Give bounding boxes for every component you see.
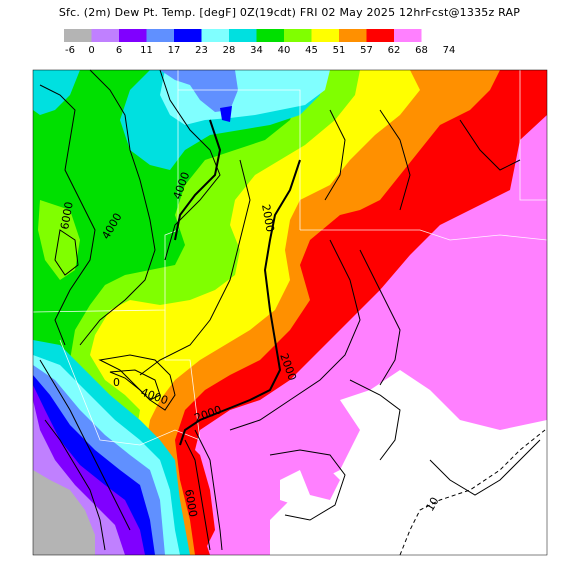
legend-swatch bbox=[339, 29, 367, 42]
contour-label: 0 bbox=[113, 376, 120, 389]
terrain-contours bbox=[39, 69, 546, 556]
contour-line bbox=[229, 239, 361, 431]
legend-swatch bbox=[174, 29, 202, 42]
contour-line bbox=[98, 354, 176, 411]
legend-tick-label: 17 bbox=[168, 45, 181, 56]
contour-line bbox=[174, 119, 222, 241]
contour-label: 2000 bbox=[259, 203, 277, 233]
contour-line bbox=[184, 439, 211, 551]
legend-tick-label: 45 bbox=[305, 45, 318, 56]
fill-south-red bbox=[185, 440, 215, 550]
fill-nw-cyan bbox=[33, 70, 80, 115]
legend-tick-label: 57 bbox=[360, 45, 373, 56]
contour-line bbox=[44, 419, 106, 551]
legend-tick-label: 62 bbox=[388, 45, 401, 56]
legend-swatch bbox=[421, 29, 449, 42]
border-line bbox=[178, 89, 301, 230]
map-fill bbox=[33, 70, 547, 555]
legend-tick-label: 11 bbox=[140, 45, 153, 56]
contour-label: 6000 bbox=[182, 488, 200, 518]
legend-swatch bbox=[311, 29, 339, 42]
legend-swatch bbox=[119, 29, 147, 42]
border-line bbox=[300, 229, 548, 241]
legend-tick-label: -6 bbox=[65, 45, 75, 56]
legend-tick-label: 6 bbox=[116, 45, 122, 56]
chart-title: Sfc. (2m) Dew Pt. Temp. [degF] 0Z(19cdt)… bbox=[58, 6, 521, 19]
contour-line bbox=[349, 379, 401, 461]
contour-label: 10 bbox=[423, 495, 441, 514]
state-borders bbox=[32, 70, 548, 446]
legend-swatch bbox=[64, 29, 92, 42]
fill-11-17 bbox=[220, 106, 232, 122]
contour-line bbox=[194, 429, 223, 551]
fill-west-grey bbox=[33, 470, 95, 555]
legend-swatch bbox=[256, 29, 284, 42]
legend-swatch bbox=[146, 29, 174, 42]
legend-swatch bbox=[284, 29, 312, 42]
fill-nw-green bbox=[38, 200, 80, 280]
contour-line bbox=[139, 159, 251, 376]
fill-white-blob bbox=[280, 470, 310, 505]
legend-swatch bbox=[366, 29, 394, 42]
contour-line bbox=[324, 109, 346, 201]
contour-line bbox=[399, 429, 546, 556]
legend-tick-label: 0 bbox=[88, 45, 94, 56]
legend-swatch bbox=[229, 29, 257, 42]
legend-swatch bbox=[201, 29, 229, 42]
legend-tick-label: 51 bbox=[333, 45, 346, 56]
border-line bbox=[32, 70, 179, 313]
contour-line bbox=[269, 449, 346, 521]
fill-pink-in-white bbox=[300, 465, 340, 500]
legend-tick-label: 68 bbox=[415, 45, 428, 56]
legend-tick-label: 28 bbox=[223, 45, 236, 56]
fill-17-23 bbox=[160, 70, 238, 112]
contour-line bbox=[109, 369, 161, 401]
contour-line bbox=[39, 359, 131, 531]
legend-tick-label: 74 bbox=[443, 45, 456, 56]
color-legend: -6 0 6 11 17 23 28 34 40 45 51 57 62 68 74 bbox=[64, 29, 456, 56]
legend-swatch bbox=[91, 29, 119, 42]
contour-line bbox=[429, 439, 541, 496]
border-line bbox=[164, 310, 201, 441]
contour-line bbox=[459, 119, 521, 171]
fill-68-plus bbox=[270, 370, 547, 555]
map-frame bbox=[32, 69, 548, 556]
legend-swatch bbox=[394, 29, 422, 42]
contour-line bbox=[379, 109, 411, 211]
legend-tick-label: 34 bbox=[250, 45, 263, 56]
legend-tick-label: 40 bbox=[278, 45, 291, 56]
contour-line bbox=[179, 159, 301, 446]
border-line bbox=[519, 70, 547, 201]
legend-tick-label: 23 bbox=[195, 45, 208, 56]
contour-line bbox=[359, 249, 401, 386]
contour-line bbox=[79, 69, 156, 346]
contour-label: 6000 bbox=[58, 201, 76, 231]
contour-line bbox=[54, 229, 79, 276]
contour-line bbox=[39, 84, 96, 346]
